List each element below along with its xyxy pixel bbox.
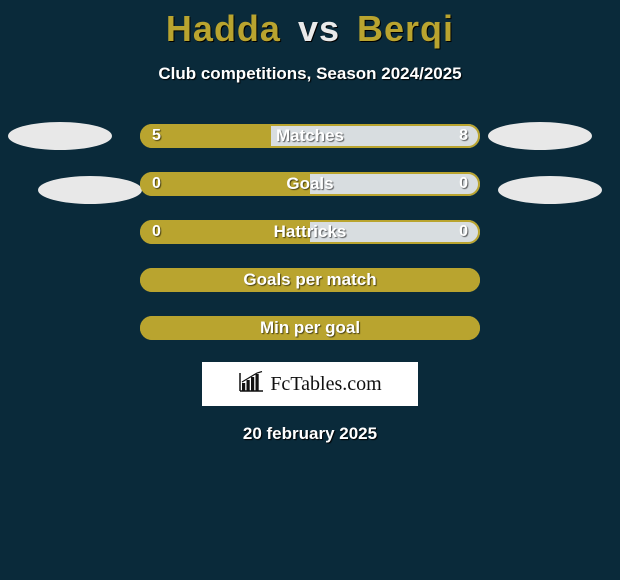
stat-value-left: 5: [152, 127, 161, 145]
stat-value-right: 0: [459, 223, 468, 241]
stat-value-right: 8: [459, 127, 468, 145]
title-player1: Hadda: [166, 8, 281, 49]
logo-box: FcTables.com: [202, 362, 418, 406]
stat-label: Goals: [286, 174, 333, 194]
logo-text: FcTables.com: [270, 373, 381, 396]
stat-row: Matches 5 8: [140, 124, 480, 148]
stat-row: Min per goal: [140, 316, 480, 340]
stat-label: Matches: [276, 126, 344, 146]
stat-row: Goals 0 0: [140, 172, 480, 196]
date-text: 20 february 2025: [0, 424, 620, 444]
bar-chart-icon: [238, 371, 264, 398]
title-vs: vs: [298, 8, 340, 49]
stat-label: Goals per match: [243, 270, 376, 290]
stat-bar-right: [310, 172, 480, 196]
title-player2: Berqi: [357, 8, 454, 49]
stat-label: Hattricks: [274, 222, 347, 242]
stat-value-right: 0: [459, 175, 468, 193]
stat-row: Goals per match: [140, 268, 480, 292]
subtitle: Club competitions, Season 2024/2025: [0, 64, 620, 84]
stat-label: Min per goal: [260, 318, 360, 338]
stat-bar-left: [140, 172, 310, 196]
stat-value-left: 0: [152, 223, 161, 241]
page-title: Hadda vs Berqi: [0, 0, 620, 50]
stat-value-left: 0: [152, 175, 161, 193]
stat-row: Hattricks 0 0: [140, 220, 480, 244]
stats-rows: Matches 5 8 Goals 0 0 Hattricks 0 0 Goals per mat…: [0, 124, 620, 340]
